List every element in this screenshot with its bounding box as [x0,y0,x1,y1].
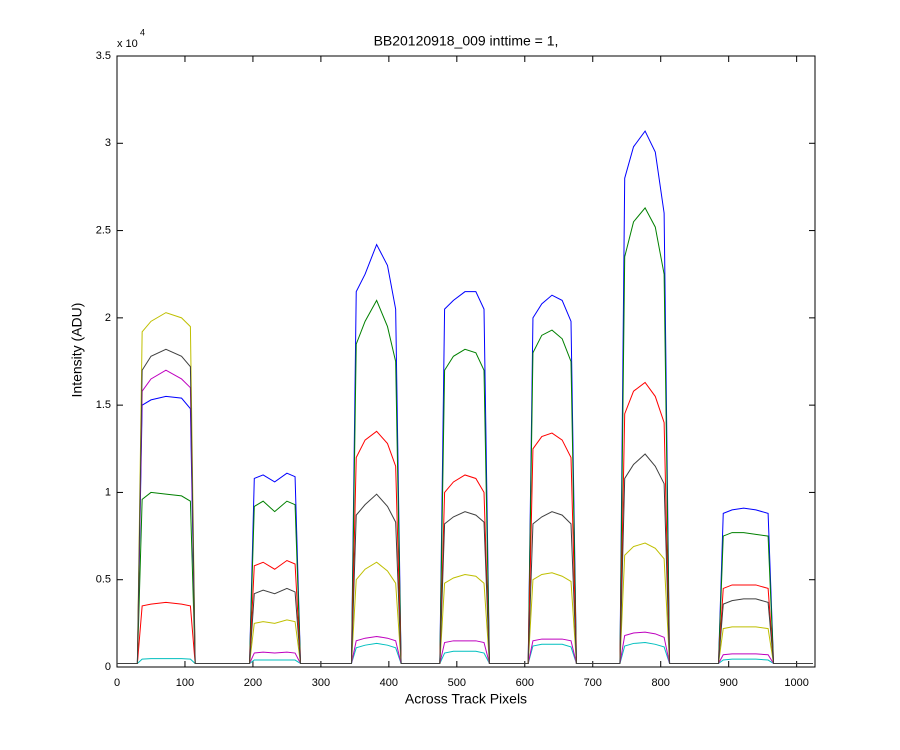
y-multiplier: x 10 [117,38,138,50]
x-axis-label: Across Track Pixels [405,691,527,707]
x-tick-label: 300 [312,677,330,689]
data-line [117,642,813,665]
y-tick-label: 2 [105,312,111,324]
x-tick-label: 700 [584,677,602,689]
x-tick-label: 100 [176,677,194,689]
data-line [117,381,813,665]
y-tick-label: 0 [105,661,111,673]
data-line [117,369,813,665]
x-tick-label: 400 [380,677,398,689]
x-tick-label: 900 [720,677,738,689]
x-tick-label: 1000 [784,677,808,689]
y-tick-label: 1 [105,486,111,498]
y-tick-label: 3.5 [96,50,111,62]
y-multiplier-exponent: 4 [140,27,145,37]
x-tick-label: 200 [244,677,262,689]
x-tick-label: 0 [114,677,120,689]
y-tick-label: 0.5 [96,574,111,586]
data-line [117,206,813,665]
plot-area [116,55,816,668]
y-tick-label: 3 [105,137,111,149]
data-line [117,312,813,665]
x-tick-label: 800 [652,677,670,689]
y-tick-label: 1.5 [96,399,111,411]
data-line [117,348,813,665]
chart-title: BB20120918_009 inttime = 1, [374,33,559,49]
x-tick-label: 500 [448,677,466,689]
y-axis-label: Intensity (ADU) [69,303,85,398]
y-tick-label: 2.5 [96,224,111,236]
x-tick-label: 600 [516,677,534,689]
